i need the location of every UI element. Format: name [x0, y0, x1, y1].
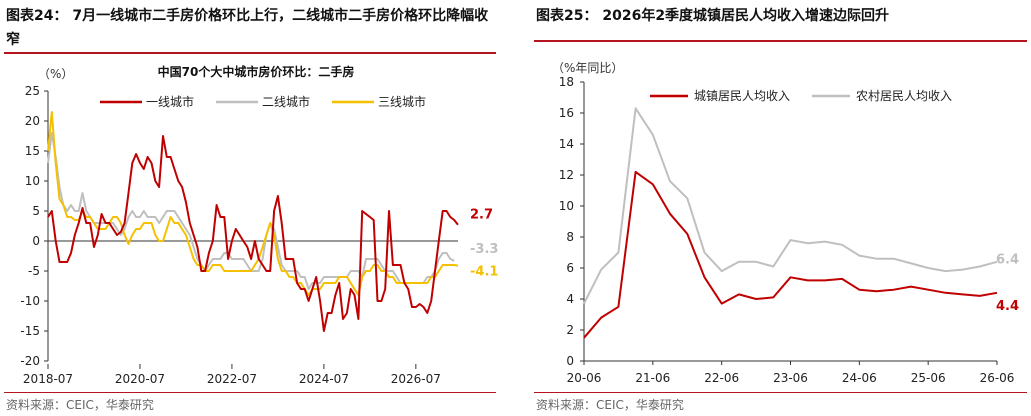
left-title-rule — [4, 52, 496, 54]
right-series-line-2 — [583, 107, 998, 305]
right-bottom-rule — [534, 392, 1027, 393]
right-series-line-1 — [583, 170, 998, 339]
left-y-tick-label: 0 — [32, 234, 40, 248]
left-chart-title: 中国70个大中城市房价环比：二手房 — [158, 64, 355, 79]
left-end-value-label: -4.1 — [470, 264, 498, 279]
right-x-tick-label: 22-06 — [704, 371, 739, 385]
left-series-line-3 — [47, 111, 459, 296]
left-legend-label: 二线城市 — [262, 94, 310, 109]
left-source-note: 资料来源：CEIC，华泰研究 — [6, 398, 154, 412]
left-y-tick-label: -5 — [28, 264, 40, 278]
right-legend-label: 农村居民人均收入 — [856, 89, 952, 103]
right-y-tick-label: 12 — [559, 168, 574, 182]
right-y-tick-label: 0 — [566, 354, 574, 368]
left-figure-panel: 图表24： 7月一线城市二手房价格环比上行，二线城市二手房价格环比降幅收窄 中国… — [0, 0, 500, 416]
right-x-tick-label: 25-06 — [911, 371, 946, 385]
right-x-tick-label: 26-06 — [980, 371, 1015, 385]
left-y-tick-label: 25 — [25, 84, 40, 98]
right-end-value-label: 4.4 — [996, 299, 1019, 314]
left-end-value-label: 2.7 — [470, 207, 493, 222]
right-x-tick-label: 24-06 — [842, 371, 877, 385]
right-end-value-label: 6.4 — [996, 253, 1019, 268]
left-y-tick-label: 20 — [25, 114, 40, 128]
right-y-tick-label: 2 — [566, 323, 574, 337]
right-legend-label: 城镇居民人均收入 — [694, 89, 790, 103]
left-legend-label: 一线城市 — [146, 94, 194, 109]
left-figure-title: 图表24： 7月一线城市二手房价格环比上行，二线城市二手房价格环比降幅收窄 — [6, 8, 489, 48]
right-y-tick-label: 10 — [559, 199, 574, 213]
left-y-tick-label: -20 — [20, 354, 40, 368]
right-chart: （%年同比） 0 2 4 6 8 10 12 14 16 18 20-06 21-06 22-06 23-0… — [552, 61, 1019, 385]
right-title-rule — [534, 40, 1027, 42]
right-y-tick-label: 16 — [559, 106, 574, 120]
left-end-value-label: -3.3 — [470, 242, 498, 257]
left-legend-label: 三线城市 — [378, 94, 426, 109]
right-x-tick-label: 20-06 — [567, 371, 602, 385]
right-figure-title: 图表25： 2026年2季度城镇居民人均收入增速边际回升 — [536, 8, 890, 24]
left-x-tick-label: 2024-07 — [299, 372, 349, 386]
right-x-tick-label: 21-06 — [635, 371, 670, 385]
right-y-tick-label: 8 — [566, 230, 574, 244]
right-figure-panel: 图表25： 2026年2季度城镇居民人均收入增速边际回升 （%年同比） 0 2 4 6 8… — [530, 0, 1031, 416]
right-y-tick-label: 4 — [566, 292, 574, 306]
left-y-tick-label: -15 — [20, 324, 40, 338]
left-y-tick-label: 15 — [25, 144, 40, 158]
left-x-tick-label: 2026-07 — [391, 372, 441, 386]
left-x-tick-label: 2022-07 — [207, 372, 257, 386]
left-x-tick-label: 2020-07 — [115, 372, 165, 386]
left-bottom-rule — [4, 392, 496, 393]
left-series-line-1 — [47, 135, 459, 332]
right-x-tick-label: 23-06 — [773, 371, 808, 385]
left-x-tick-label: 2018-07 — [23, 372, 73, 386]
left-y-axis-label: （%） — [38, 67, 73, 81]
left-y-tick-label: 5 — [32, 204, 40, 218]
right-y-axis-label: （%年同比） — [552, 61, 623, 75]
left-y-tick-label: -10 — [20, 294, 40, 308]
right-source-note: 资料来源：CEIC，华泰研究 — [536, 398, 684, 412]
left-y-tick-label: 10 — [25, 174, 40, 188]
right-y-tick-label: 6 — [566, 261, 574, 275]
left-chart: 中国70个大中城市房价环比：二手房（%）-20-15-10-5051015202… — [20, 64, 498, 386]
right-y-tick-label: 18 — [559, 75, 574, 89]
right-y-tick-label: 14 — [559, 137, 574, 151]
